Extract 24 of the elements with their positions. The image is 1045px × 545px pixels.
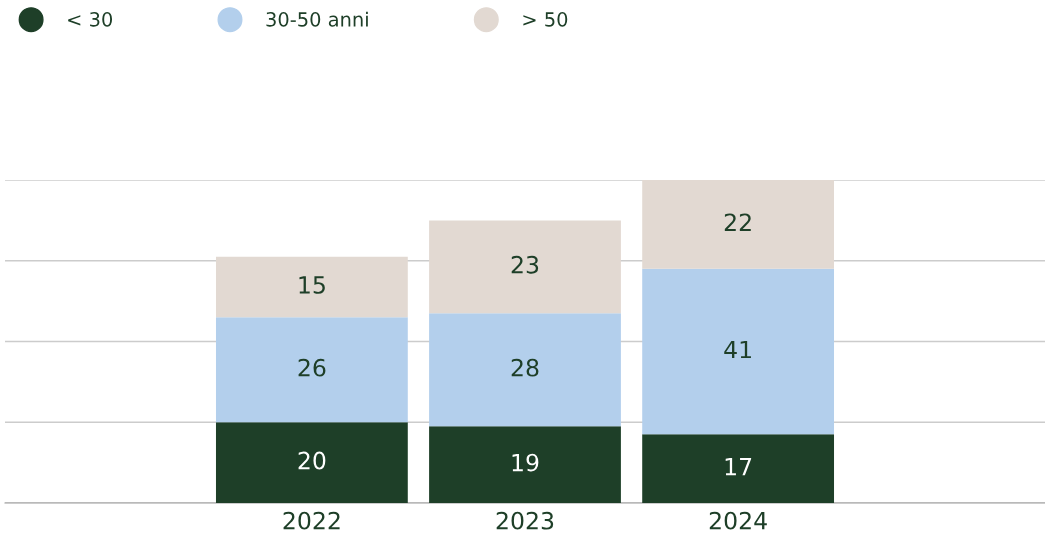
data-label: 28 [511, 358, 539, 377]
x-tick-label: 2024 [709, 511, 767, 530]
bar [429, 220, 621, 314]
legend-label: > 50 [523, 12, 568, 27]
data-label: 17 [725, 457, 752, 476]
bar [215, 317, 408, 423]
legend-label: 30-50 anni [266, 11, 368, 27]
data-label: 41 [724, 340, 751, 359]
x-tick-label: 2022 [283, 511, 340, 530]
bar [215, 422, 408, 503]
data-label: 19 [512, 453, 539, 472]
bar [429, 426, 621, 503]
bar [429, 313, 621, 427]
bar [215, 256, 408, 318]
bar [642, 434, 835, 503]
data-label: 26 [298, 358, 326, 377]
data-label: 20 [298, 451, 326, 470]
x-tick-label: 2023 [496, 511, 554, 530]
bar [642, 180, 835, 269]
data-label: 23 [511, 255, 539, 274]
bar [642, 268, 835, 435]
legend-label: < 30 [68, 12, 113, 27]
data-label: 22 [724, 213, 751, 231]
data-label: 15 [299, 276, 325, 294]
